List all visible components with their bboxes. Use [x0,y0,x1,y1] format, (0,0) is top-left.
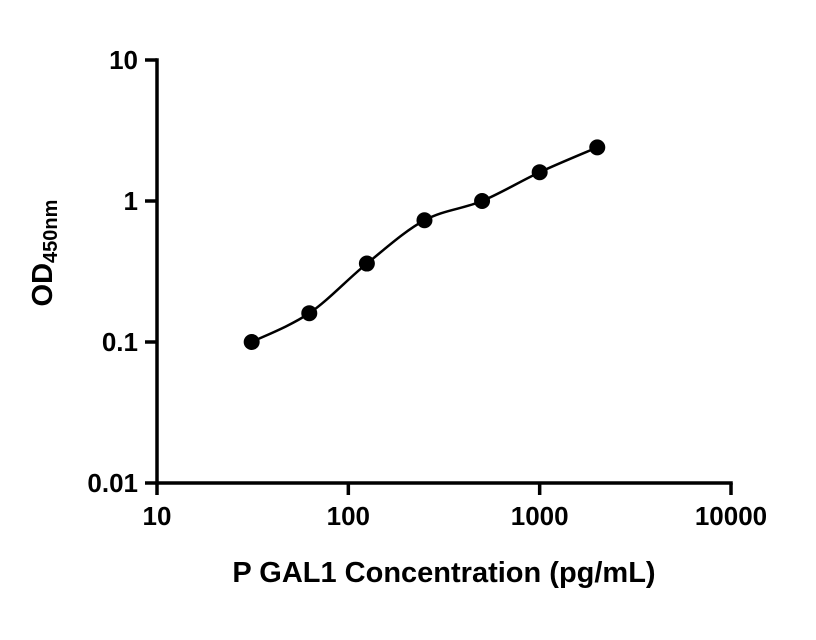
x-axis-label: P GAL1 Concentration (pg/mL) [232,557,655,589]
data-point-marker [531,164,548,181]
data-point-marker [243,334,260,350]
x-tick-label: 10000 [695,501,767,531]
x-tick-label: 1000 [511,501,569,531]
y-tick-label: 0.1 [102,327,138,357]
axis-lines [155,58,733,485]
y-axis-label-main: OD [27,263,59,307]
y-tick-label: 0.01 [87,468,138,498]
y-axis-label-subscript: 450nm [40,200,62,263]
y-tick-label: 10 [109,45,138,75]
data-point-marker [358,255,375,272]
y-axis-label: OD450nm [27,200,62,307]
data-point-marker [301,305,318,322]
x-tick-label: 10 [143,501,172,531]
data-point-marker [589,139,606,156]
data-point-marker [474,193,491,209]
data-point-marker [416,212,433,229]
x-tick-label: 100 [327,501,370,531]
y-tick-label: 1 [124,186,138,216]
